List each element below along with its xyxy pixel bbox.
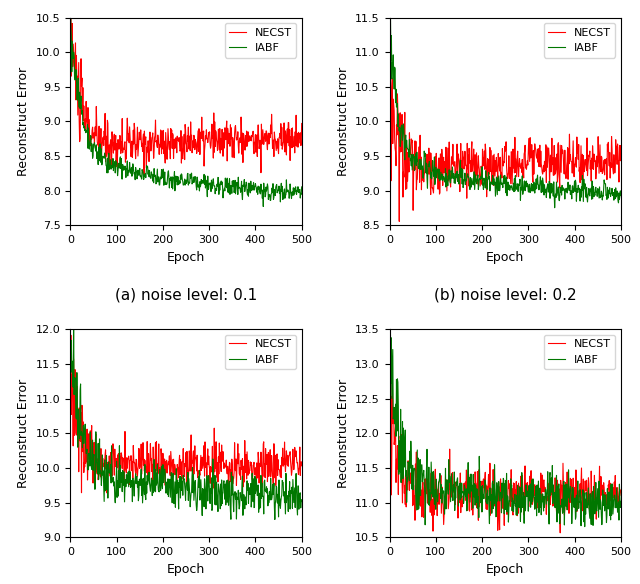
- NECST: [578, 174, 586, 181]
- NECST: [578, 495, 586, 502]
- NECST: [538, 164, 545, 171]
- Line: IABF: IABF: [70, 321, 301, 519]
- Y-axis label: Reconstruct Error: Reconstruct Error: [17, 379, 30, 488]
- Text: (a) noise level: 0.1: (a) noise level: 0.1: [115, 288, 257, 303]
- IABF: [578, 505, 586, 512]
- NECST: [219, 142, 227, 149]
- IABF: [581, 523, 589, 530]
- Y-axis label: Reconstruct Error: Reconstruct Error: [337, 379, 349, 488]
- NECST: [216, 449, 224, 456]
- IABF: [259, 492, 266, 499]
- NECST: [67, 414, 74, 421]
- IABF: [134, 172, 141, 179]
- NECST: [386, 50, 394, 57]
- NECST: [125, 453, 132, 460]
- NECST: [151, 132, 159, 139]
- IABF: [470, 485, 478, 492]
- NECST: [134, 124, 141, 131]
- Line: NECST: NECST: [390, 361, 621, 533]
- IABF: [298, 183, 305, 190]
- X-axis label: Epoch: Epoch: [486, 562, 524, 576]
- NECST: [298, 458, 305, 465]
- NECST: [103, 489, 111, 496]
- IABF: [151, 173, 159, 180]
- Legend: NECST, IABF: NECST, IABF: [544, 335, 615, 369]
- NECST: [67, 332, 75, 339]
- IABF: [216, 181, 223, 188]
- IABF: [298, 498, 305, 505]
- X-axis label: Epoch: Epoch: [167, 251, 205, 264]
- NECST: [535, 163, 543, 170]
- IABF: [538, 178, 545, 185]
- IABF: [386, 336, 394, 343]
- IABF: [216, 492, 223, 499]
- IABF: [386, 329, 394, 336]
- NECST: [152, 439, 159, 446]
- X-axis label: Epoch: Epoch: [486, 251, 524, 264]
- IABF: [444, 176, 451, 183]
- IABF: [386, 15, 394, 22]
- NECST: [444, 166, 451, 173]
- NECST: [470, 480, 478, 487]
- Legend: NECST, IABF: NECST, IABF: [225, 23, 296, 57]
- Line: IABF: IABF: [70, 0, 301, 207]
- Text: (b) noise level: 0.2: (b) noise level: 0.2: [434, 288, 577, 303]
- IABF: [578, 187, 586, 194]
- IABF: [387, 13, 394, 20]
- Line: IABF: IABF: [390, 16, 621, 208]
- Legend: NECST, IABF: NECST, IABF: [225, 335, 296, 369]
- NECST: [140, 172, 148, 179]
- NECST: [617, 142, 625, 149]
- NECST: [535, 503, 543, 510]
- NECST: [556, 529, 564, 536]
- IABF: [444, 480, 451, 487]
- IABF: [218, 178, 226, 185]
- Legend: NECST, IABF: NECST, IABF: [544, 23, 615, 57]
- NECST: [388, 358, 396, 365]
- Line: NECST: NECST: [70, 0, 301, 175]
- NECST: [219, 448, 227, 455]
- Line: NECST: NECST: [70, 335, 301, 493]
- IABF: [617, 192, 625, 199]
- IABF: [453, 168, 461, 175]
- X-axis label: Epoch: Epoch: [167, 562, 205, 576]
- NECST: [444, 486, 451, 493]
- NECST: [259, 138, 266, 145]
- IABF: [617, 498, 625, 505]
- IABF: [535, 186, 543, 193]
- IABF: [258, 187, 266, 194]
- NECST: [298, 120, 305, 127]
- Line: IABF: IABF: [390, 333, 621, 527]
- NECST: [538, 489, 545, 496]
- IABF: [219, 491, 227, 498]
- IABF: [551, 204, 559, 211]
- IABF: [124, 172, 132, 179]
- IABF: [453, 477, 461, 484]
- NECST: [216, 125, 223, 132]
- NECST: [124, 126, 132, 133]
- IABF: [124, 477, 132, 484]
- NECST: [453, 482, 461, 489]
- IABF: [470, 168, 478, 175]
- IABF: [259, 203, 267, 210]
- IABF: [151, 466, 159, 473]
- NECST: [134, 463, 142, 470]
- NECST: [259, 464, 267, 471]
- NECST: [617, 486, 625, 493]
- NECST: [470, 180, 478, 187]
- NECST: [396, 218, 403, 225]
- Line: NECST: NECST: [390, 54, 621, 221]
- Y-axis label: Reconstruct Error: Reconstruct Error: [17, 67, 31, 176]
- IABF: [67, 339, 74, 346]
- IABF: [271, 516, 278, 523]
- Y-axis label: Reconstruct Error: Reconstruct Error: [337, 67, 349, 176]
- NECST: [386, 439, 394, 446]
- NECST: [453, 141, 461, 148]
- IABF: [538, 498, 545, 505]
- IABF: [134, 478, 142, 485]
- IABF: [535, 509, 543, 516]
- IABF: [70, 318, 77, 325]
